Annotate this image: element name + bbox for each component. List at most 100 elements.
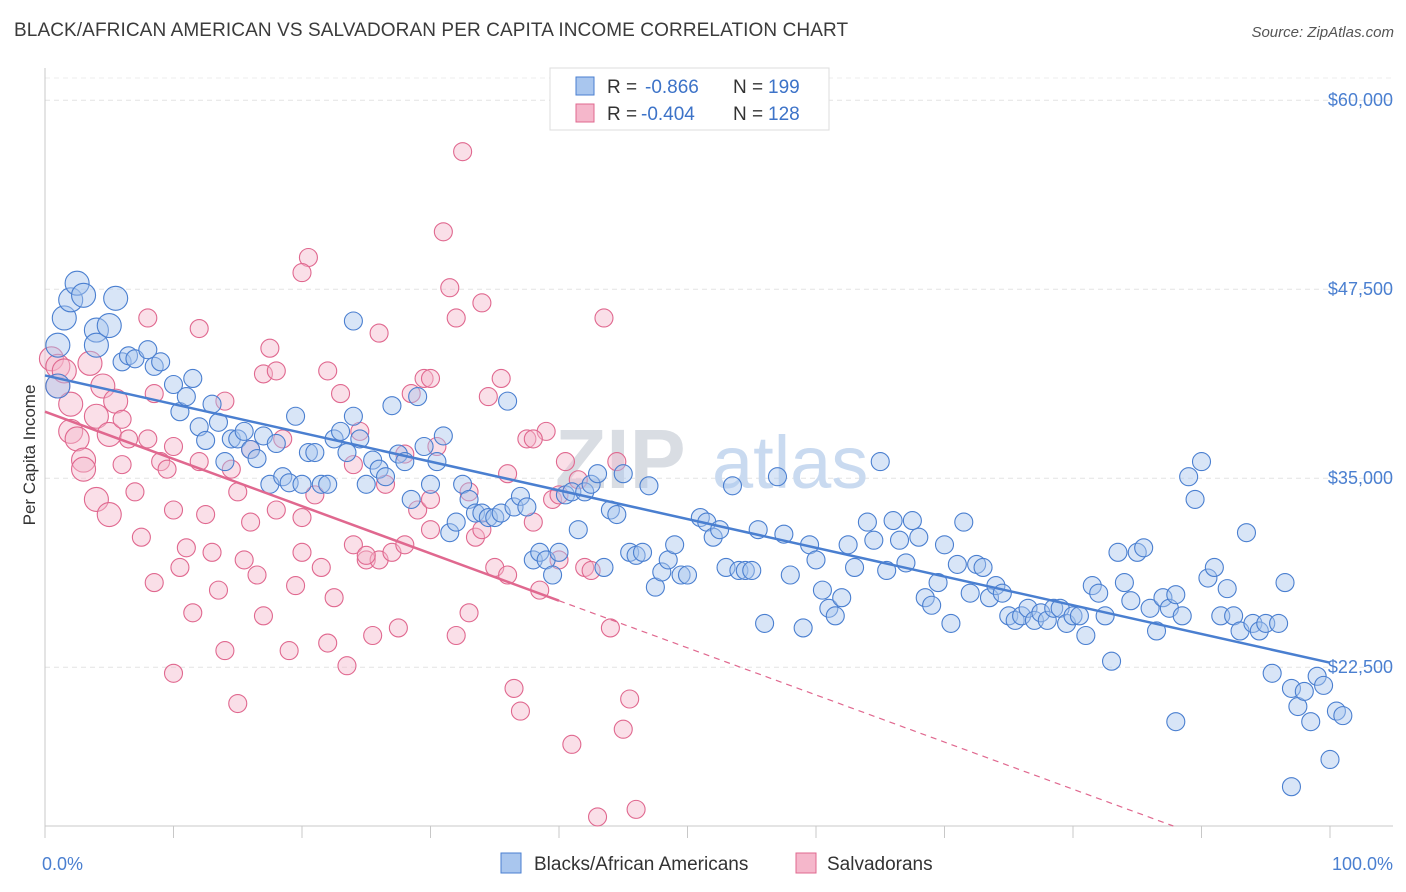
black-point-185 — [1269, 613, 1289, 633]
black-point-90 — [632, 542, 653, 562]
black-point-135 — [947, 554, 967, 574]
salvadoran-point-82 — [510, 701, 531, 721]
black-point-46 — [350, 429, 370, 449]
black-point-170 — [1172, 606, 1192, 626]
black-point-80 — [568, 520, 588, 540]
black-point-13 — [138, 340, 158, 360]
black-point-8 — [96, 312, 122, 339]
salvadoran-point-77 — [478, 387, 498, 407]
salvadoran-point-91 — [568, 470, 588, 490]
y-axis-label: Per Capita Income — [20, 385, 39, 526]
salvadoran-point-11 — [83, 486, 109, 512]
black-point-0 — [45, 332, 71, 358]
black-point-164 — [1134, 538, 1154, 558]
salvadoran-point-75 — [465, 527, 486, 547]
black-point-27 — [234, 421, 254, 441]
black-point-72 — [517, 497, 537, 517]
black-point-77 — [549, 542, 569, 562]
black-point-108 — [755, 613, 775, 633]
legend-r-label-1: R = — [607, 77, 637, 98]
trend-lines — [44, 374, 1331, 827]
salvadoran-point-68 — [420, 368, 441, 388]
salvadoran-point-107 — [292, 263, 312, 283]
black-point-136 — [954, 512, 974, 532]
watermark-zip: ZIP — [555, 412, 686, 506]
black-point-91 — [639, 476, 659, 496]
black-point-182 — [1249, 621, 1269, 641]
black-point-61 — [446, 512, 466, 532]
black-point-139 — [973, 557, 993, 577]
x-tick-label-0: 0.0% — [42, 854, 83, 874]
salvadoran-point-90 — [562, 734, 582, 754]
black-point-18 — [176, 387, 196, 407]
salvadoran-point-79 — [491, 368, 511, 388]
black-point-192 — [1314, 675, 1334, 695]
salvadoran-point-109 — [343, 455, 363, 475]
legend-n-label-2: N = — [733, 104, 763, 125]
black-point-37 — [298, 442, 318, 463]
black-point-45 — [343, 406, 363, 426]
black-point-38 — [305, 442, 325, 463]
salvadoran-point-114 — [472, 520, 492, 540]
salvadoran-point-110 — [369, 323, 389, 343]
black-point-126 — [889, 530, 910, 550]
black-point-56 — [414, 436, 434, 457]
black-point-134 — [941, 613, 961, 633]
axes — [44, 68, 1393, 838]
black-point-124 — [877, 560, 897, 581]
black-point-3 — [58, 287, 84, 313]
black-point-137 — [960, 583, 980, 603]
black-point-153 — [1063, 606, 1083, 626]
black-point-40 — [318, 474, 338, 494]
black-point-116 — [819, 598, 839, 618]
salvadoran-point-39 — [241, 512, 261, 532]
black-point-87 — [613, 464, 633, 484]
stats-legend: R = -0.866 N = 199 R = -0.404 N = 128 — [549, 67, 830, 131]
y-tick-labels: $22,500 $35,000 $47,500 $60,000 — [1328, 90, 1393, 677]
black-point-130 — [915, 588, 935, 608]
black-point-156 — [1082, 576, 1102, 596]
salvadoran-point-35 — [215, 641, 235, 661]
salvadoran-point-8 — [71, 456, 97, 482]
black-point-175 — [1204, 557, 1224, 577]
black-point-158 — [1095, 606, 1115, 626]
salvadoran-point-66 — [408, 500, 428, 520]
black-point-21 — [196, 430, 216, 450]
black-point-145 — [1012, 606, 1032, 626]
salvadoran-point-27 — [163, 500, 184, 520]
salvadoran-point-101 — [138, 308, 158, 328]
salvadoran-point-102 — [163, 663, 184, 683]
black-point-129 — [909, 527, 929, 547]
salvadoran-point-47 — [286, 576, 306, 596]
black-point-197 — [1281, 777, 1301, 797]
salvadoran-point-46 — [279, 641, 299, 661]
black-point-71 — [510, 486, 531, 506]
salvadoran-point-14 — [96, 501, 122, 528]
black-point-146 — [1018, 598, 1038, 618]
salvadoran-point-122 — [459, 603, 479, 623]
watermark: ZIP atlas — [555, 412, 868, 506]
black-point-125 — [883, 511, 903, 531]
salvadoran-point-72 — [446, 625, 466, 646]
salvadoran-point-40 — [247, 565, 267, 585]
black-point-95 — [665, 535, 685, 555]
salvadoran-point-76 — [472, 293, 492, 313]
black-point-84 — [594, 557, 614, 577]
y-tick-label-1: $35,000 — [1328, 468, 1393, 488]
salvadoran-point-103 — [189, 319, 209, 339]
salvadoran-point-59 — [363, 625, 383, 646]
x-tick-label-1: 100.0% — [1332, 854, 1393, 874]
black-point-57 — [420, 474, 441, 494]
black-point-155 — [1076, 625, 1096, 646]
y-tick-label-0: $22,500 — [1328, 657, 1393, 677]
salvadoran-point-19 — [125, 482, 145, 502]
salvadoran-point-29 — [176, 538, 196, 558]
salvadoran-point-100 — [626, 799, 646, 819]
black-point-103 — [722, 476, 743, 496]
black-point-76 — [543, 565, 563, 585]
black-point-49 — [369, 459, 389, 479]
legend-r-value-2: -0.404 — [641, 104, 695, 125]
black-point-54 — [401, 489, 421, 509]
y-tick-label-3: $60,000 — [1328, 90, 1393, 110]
black-point-159 — [1102, 651, 1122, 671]
